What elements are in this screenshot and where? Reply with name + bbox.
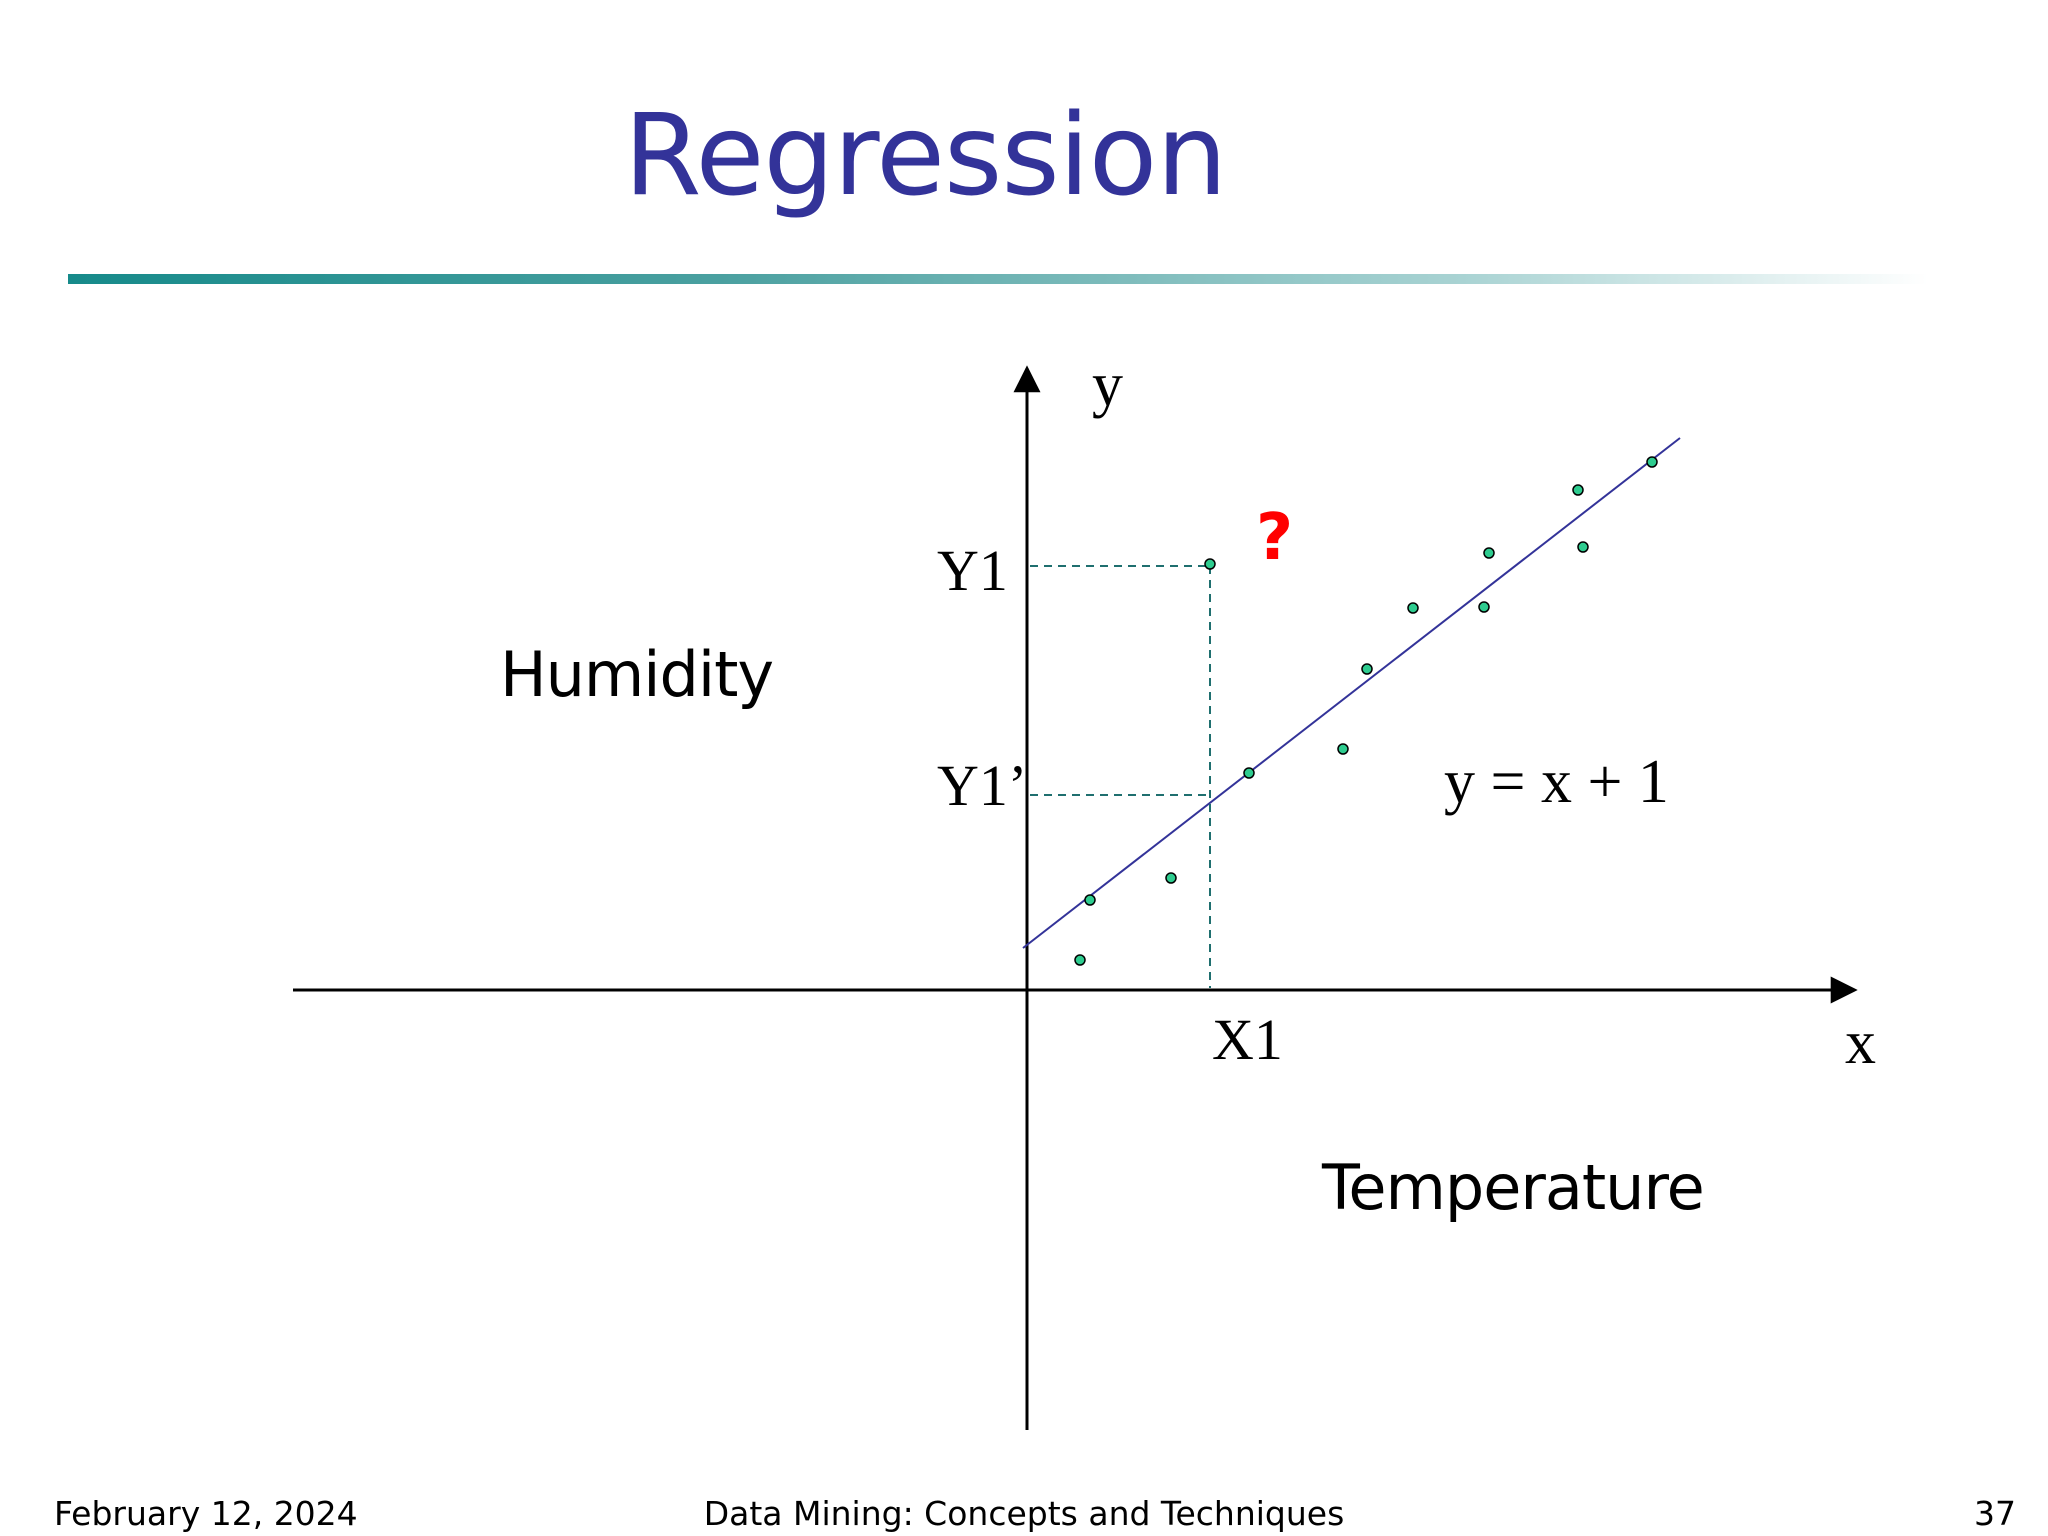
data-point — [1243, 767, 1255, 779]
regression-equation: y = x + 1 — [1444, 748, 1669, 816]
question-mark: ? — [1256, 501, 1293, 575]
footer-course: Data Mining: Concepts and Techniques — [703, 1494, 1345, 1533]
data-point — [1646, 456, 1658, 468]
y1-label: Y1 — [937, 538, 1008, 603]
x-axis-label: x — [1845, 1009, 1876, 1077]
slide-title: Regression — [623, 91, 1228, 221]
data-point — [1337, 743, 1349, 755]
regression-line — [1022, 437, 1681, 949]
data-point-query — [1204, 558, 1216, 570]
data-points — [1074, 456, 1658, 966]
data-point — [1478, 601, 1490, 613]
data-point — [1577, 541, 1589, 553]
data-point — [1361, 663, 1373, 675]
data-point — [1572, 484, 1584, 496]
page-number: 37 — [1974, 1494, 2016, 1533]
footer-date: February 12, 2024 — [54, 1494, 358, 1533]
title-underline — [68, 274, 1928, 284]
data-point — [1483, 547, 1495, 559]
temperature-caption: Temperature — [1321, 1151, 1704, 1224]
humidity-caption: Humidity — [500, 638, 773, 711]
x1-label: X1 — [1212, 1007, 1283, 1072]
y1-prime-label: Y1’ — [937, 753, 1027, 818]
data-point — [1074, 954, 1086, 966]
data-point — [1407, 602, 1419, 614]
y-axis-label: y — [1092, 351, 1123, 419]
data-point — [1084, 894, 1096, 906]
data-point — [1165, 872, 1177, 884]
